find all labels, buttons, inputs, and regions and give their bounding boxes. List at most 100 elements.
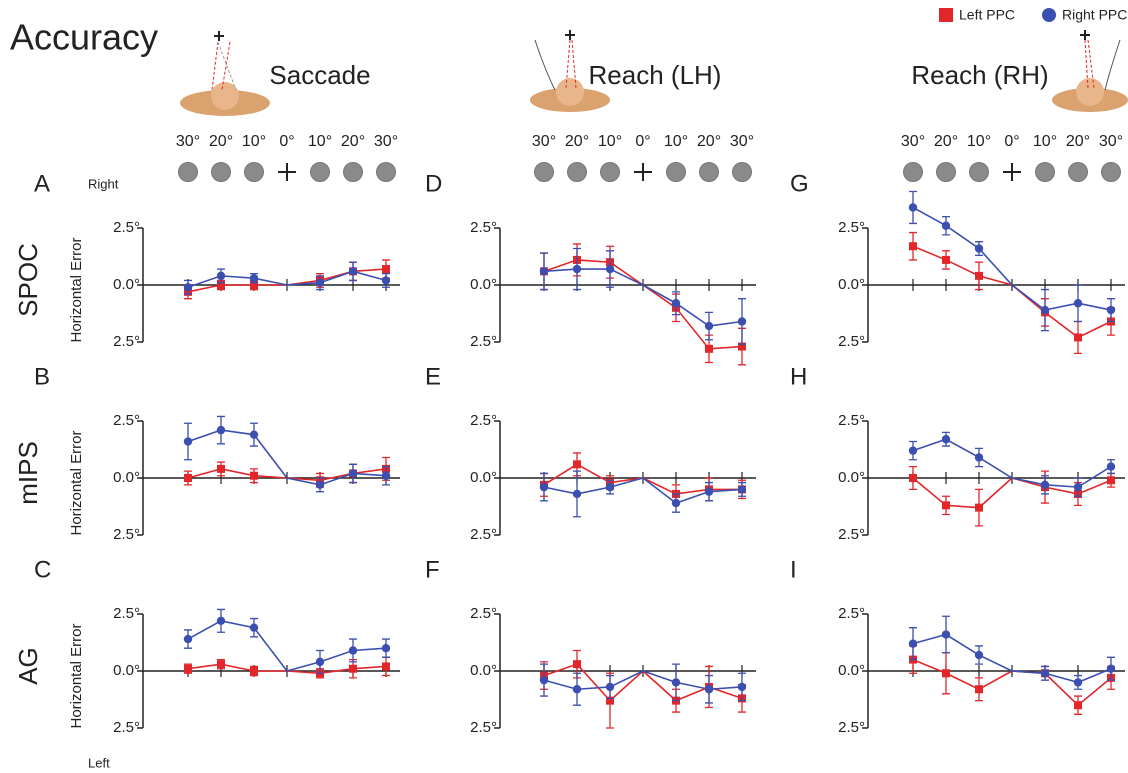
data-point: [250, 430, 258, 438]
row-label: AG: [13, 647, 43, 685]
target-label: 10°: [598, 133, 622, 150]
y-tick-label: 2.5°: [838, 333, 865, 350]
target-label: 0°: [635, 133, 650, 150]
data-point: [672, 299, 680, 307]
data-point: [672, 499, 680, 507]
y-tick-label: 2.5°: [470, 333, 497, 350]
fixation-cross: [278, 163, 296, 181]
data-point: [642, 477, 644, 479]
data-point: [349, 646, 357, 654]
data-point: [316, 279, 324, 287]
data-point: [705, 322, 713, 330]
target-label: 30°: [176, 133, 200, 150]
row-label: mIPS: [13, 441, 43, 505]
data-point: [909, 242, 917, 250]
target-label: 0°: [1004, 133, 1019, 150]
target-dot: [1069, 163, 1088, 182]
y-tick-label: 0.0°: [113, 469, 140, 486]
data-point: [642, 670, 644, 672]
data-point: [642, 284, 644, 286]
data-point: [672, 678, 680, 686]
series-line: [544, 269, 742, 326]
target-dot: [568, 163, 587, 182]
data-point: [217, 426, 225, 434]
data-point: [540, 483, 548, 491]
data-point: [1107, 665, 1115, 673]
y-tick-label: 2.5°: [470, 605, 497, 622]
data-point: [184, 474, 192, 482]
data-point: [184, 665, 192, 673]
data-point: [217, 660, 225, 668]
data-point: [975, 453, 983, 461]
data-point: [382, 276, 390, 284]
data-point: [909, 639, 917, 647]
y-tick-label: 0.0°: [838, 276, 865, 293]
target-label: 30°: [532, 133, 556, 150]
panel-letter: A: [34, 170, 50, 197]
y-tick-label: 2.5°: [470, 412, 497, 429]
data-point: [606, 265, 614, 273]
data-point: [909, 474, 917, 482]
panel-letter: G: [790, 170, 809, 197]
data-point: [1074, 333, 1082, 341]
data-point: [1107, 462, 1115, 470]
direction-label: Left: [88, 755, 110, 770]
y-tick-label: 0.0°: [470, 276, 497, 293]
legend-label: Left PPC: [959, 7, 1015, 23]
target-dot: [970, 163, 989, 182]
data-point: [942, 501, 950, 509]
y-tick-label: 2.5°: [838, 605, 865, 622]
data-point: [942, 435, 950, 443]
target-dot: [311, 163, 330, 182]
panel-letter: C: [34, 556, 51, 583]
data-point: [250, 472, 258, 480]
data-point: [1011, 477, 1013, 479]
y-tick-label: 2.5°: [838, 719, 865, 736]
data-point: [705, 487, 713, 495]
data-point: [573, 685, 581, 693]
target-dot: [212, 163, 231, 182]
y-tick-label: 0.0°: [470, 469, 497, 486]
target-dot: [179, 163, 198, 182]
target-label: 20°: [934, 133, 958, 150]
y-tick-label: 2.5°: [838, 412, 865, 429]
page: Accuracy Left PPCRight PPCSaccade30°20°1…: [0, 0, 1128, 773]
data-point: [349, 267, 357, 275]
data-point: [942, 256, 950, 264]
data-point: [975, 244, 983, 252]
data-point: [250, 623, 258, 631]
panel-letter: E: [425, 363, 441, 390]
target-dot: [535, 163, 554, 182]
panel-letter: B: [34, 363, 50, 390]
y-tick-label: 2.5°: [838, 219, 865, 236]
y-tick-label: 2.5°: [470, 526, 497, 543]
figure-title: Accuracy: [10, 17, 158, 58]
data-point: [540, 267, 548, 275]
data-point: [606, 483, 614, 491]
legend-label: Right PPC: [1062, 7, 1127, 23]
data-point: [286, 284, 288, 286]
target-label: 30°: [901, 133, 925, 150]
column-title: Reach (LH): [589, 60, 722, 90]
data-point: [382, 644, 390, 652]
data-point: [738, 485, 746, 493]
data-point: [1107, 476, 1115, 484]
data-point: [1041, 481, 1049, 489]
target-label: 20°: [1066, 133, 1090, 150]
target-label: 20°: [209, 133, 233, 150]
saccade-icon: [180, 31, 270, 116]
fixation-cross: [1003, 163, 1021, 181]
y-axis-label: Horizontal Error: [68, 237, 85, 342]
data-point: [942, 669, 950, 677]
y-tick-label: 2.5°: [113, 719, 140, 736]
data-point: [942, 222, 950, 230]
data-point: [382, 265, 390, 273]
data-point: [184, 283, 192, 291]
data-point: [184, 437, 192, 445]
target-label: 10°: [1033, 133, 1057, 150]
data-point: [942, 630, 950, 638]
y-tick-label: 2.5°: [838, 526, 865, 543]
data-point: [573, 490, 581, 498]
data-point: [975, 272, 983, 280]
y-tick-label: 0.0°: [838, 662, 865, 679]
